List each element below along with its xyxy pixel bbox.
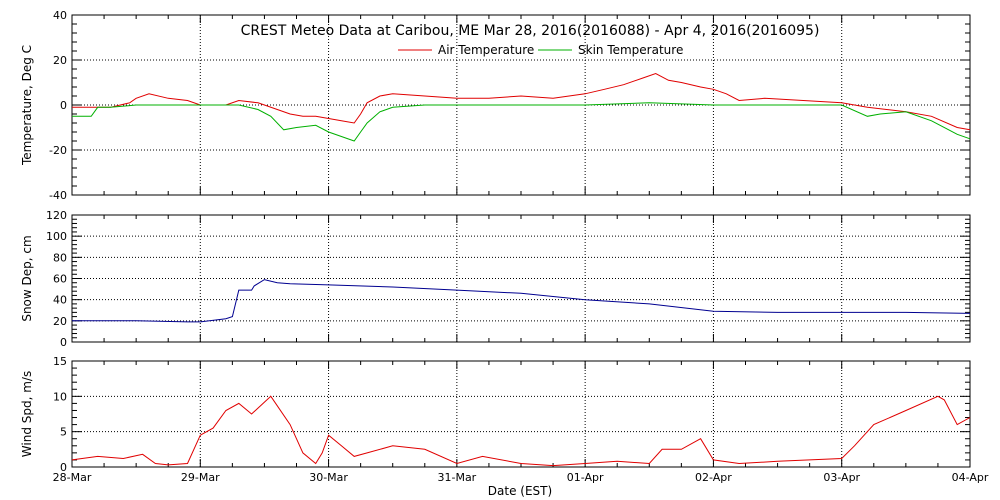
y-tick-label: -40: [49, 189, 67, 202]
y-tick-label: 0: [60, 99, 67, 112]
x-tick-label: 30-Mar: [309, 471, 348, 484]
y-tick-label: 100: [46, 230, 67, 243]
y-tick-label: -20: [49, 144, 67, 157]
y-axis-label: Temperature, Deg C: [20, 45, 34, 166]
panel-0: -40 -20 0 20 40 Temperature, Deg C: [20, 9, 971, 202]
y-tick-label: 10: [53, 390, 67, 403]
legend-skin-label: Skin Temperature: [578, 43, 683, 57]
y-tick-label: 20: [53, 54, 67, 67]
y-tick-label: 40: [53, 294, 67, 307]
x-tick-label: 29-Mar: [181, 471, 220, 484]
y-tick-label: 5: [60, 426, 67, 439]
series-line-0-0: [72, 72, 971, 131]
x-tick-label: 03-Apr: [823, 471, 860, 484]
x-tick-label: 28-Mar: [53, 471, 92, 484]
y-tick-label: 15: [53, 355, 67, 368]
panel-1: 0 20 40 60 80 100 120 Snow Dep, cm: [20, 209, 971, 349]
legend: Air Temperature Skin Temperature: [398, 43, 683, 57]
x-tick-label: 04-Apr: [952, 471, 989, 484]
y-tick-label: 20: [53, 315, 67, 328]
plot-frame: [71, 214, 971, 343]
y-tick-label: 80: [53, 251, 67, 264]
series-line-2-0: [71, 395, 971, 467]
x-tick-label: 31-Mar: [437, 471, 476, 484]
series-line-1-0: [72, 279, 971, 323]
x-tick-label: 01-Apr: [567, 471, 604, 484]
y-tick-label: 120: [46, 209, 67, 222]
x-tick-label: 02-Apr: [695, 471, 732, 484]
y-tick-label: 40: [53, 9, 67, 22]
chart-title: CREST Meteo Data at Caribou, ME Mar 28, …: [241, 23, 820, 39]
panel-2: 0 5 10 15 Wind Spd, m/s: [20, 355, 971, 474]
y-axis-label: Wind Spd, m/s: [20, 371, 34, 457]
y-tick-label: 0: [60, 336, 67, 349]
y-axis-label: Snow Dep, cm: [20, 235, 34, 321]
plot-frame: [71, 360, 971, 468]
legend-air-label: Air Temperature: [438, 43, 534, 57]
y-tick-label: 0: [60, 461, 67, 474]
y-tick-label: 60: [53, 273, 67, 286]
x-axis-label: Date (EST): [488, 484, 552, 498]
series-line-0-1: [72, 102, 971, 142]
